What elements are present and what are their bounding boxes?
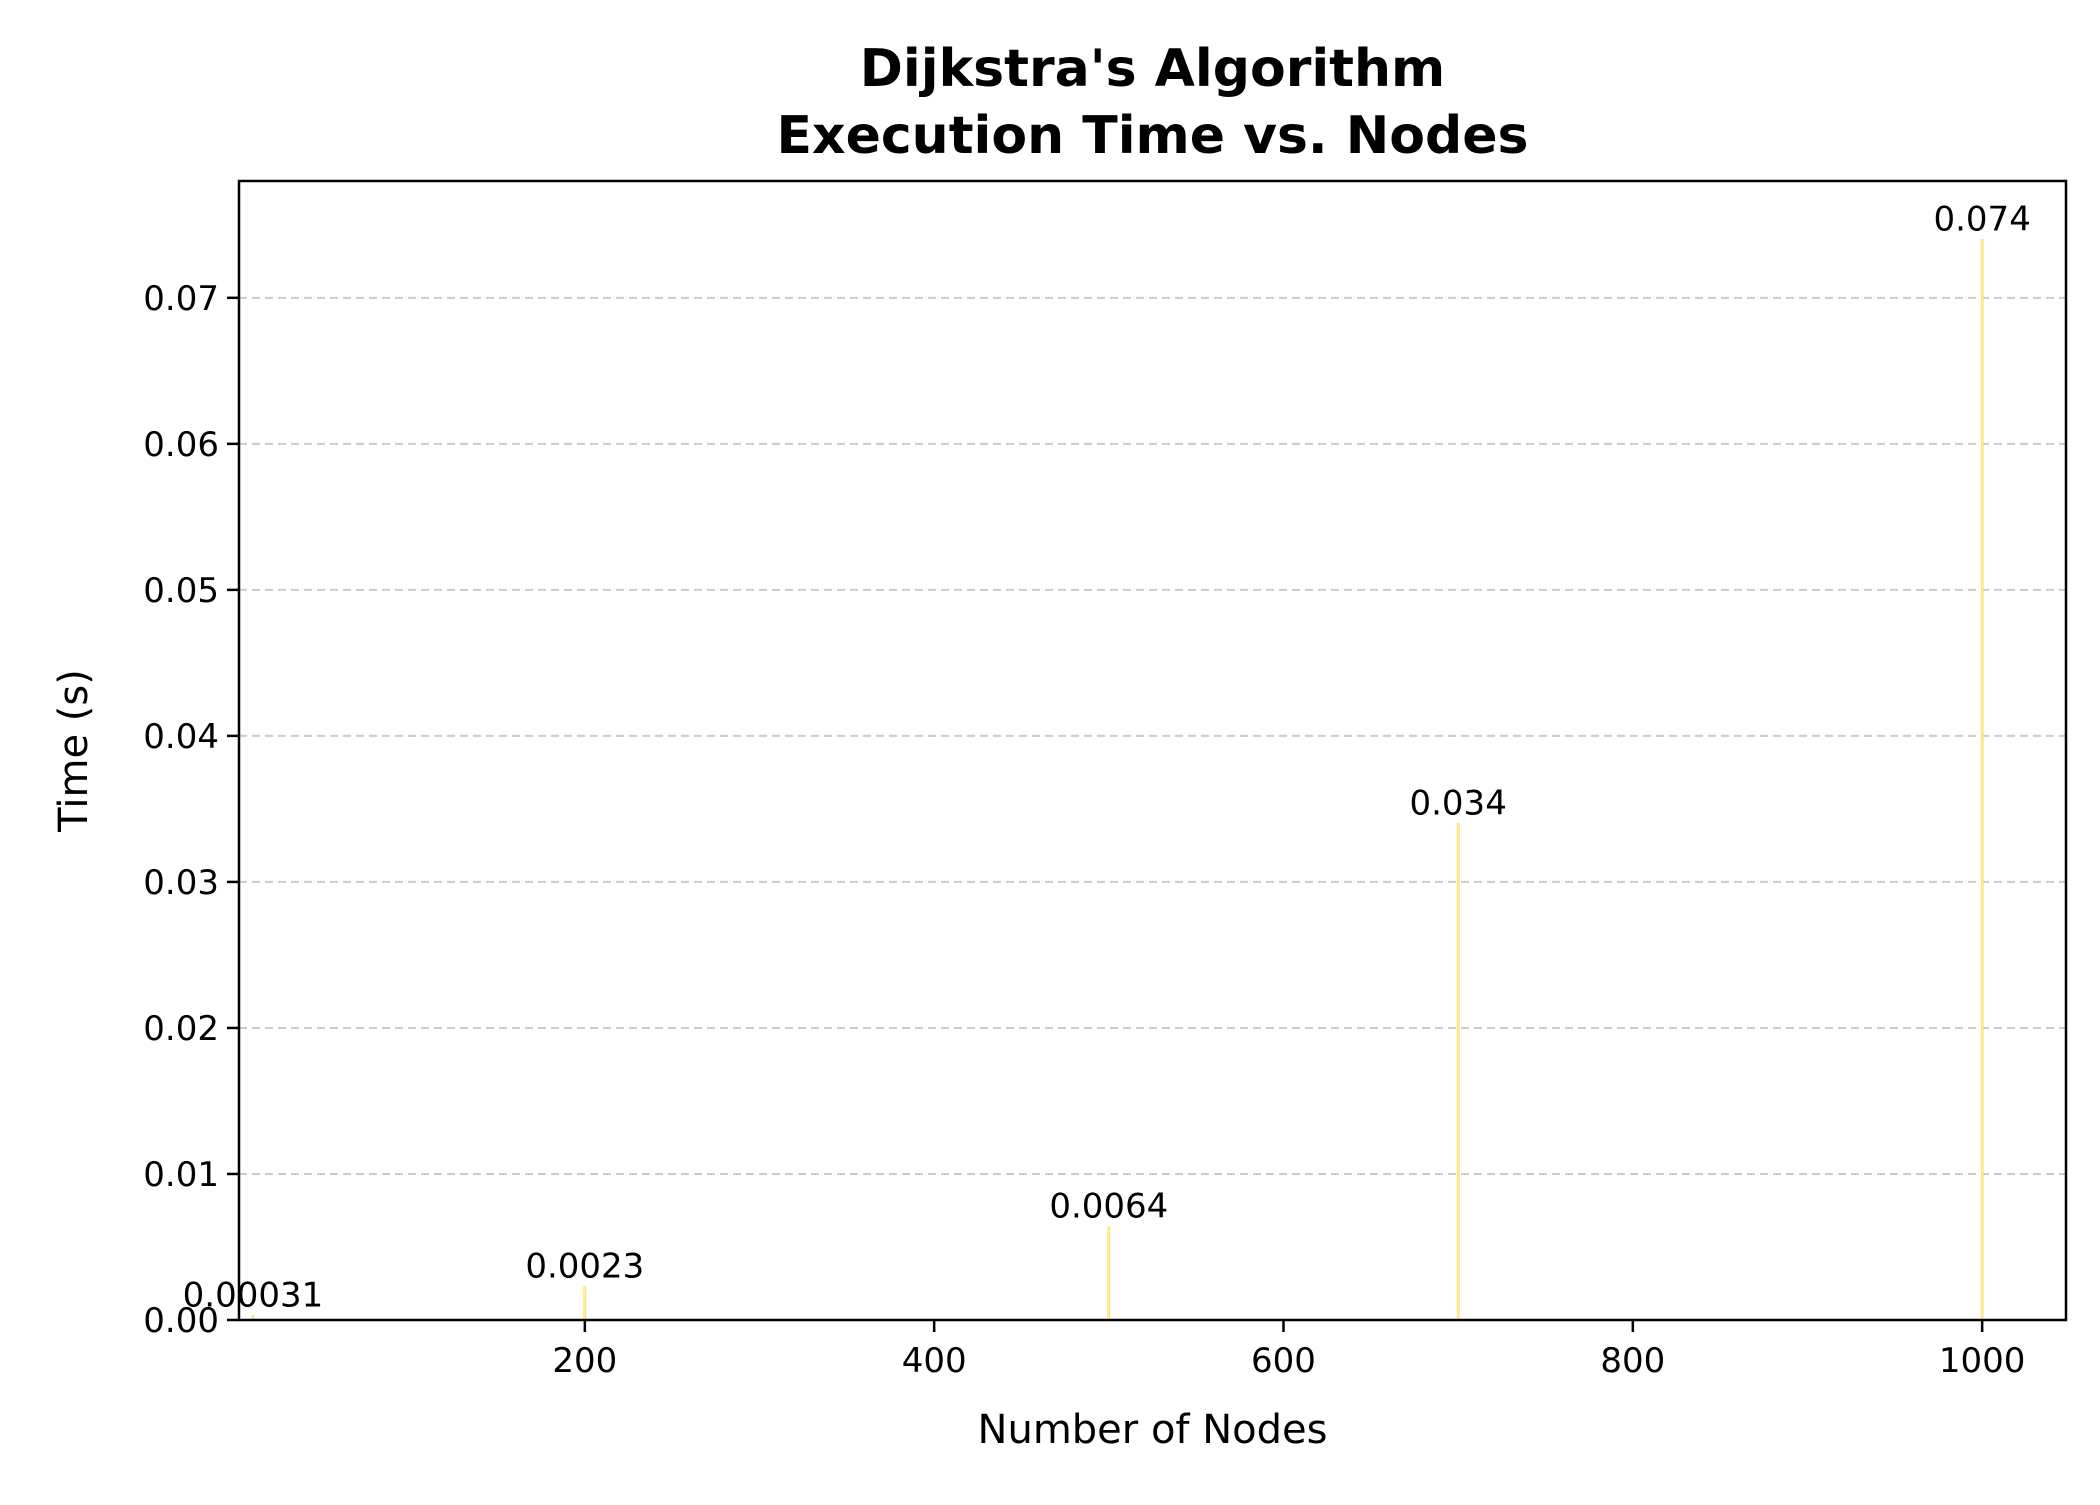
grid-lines — [239, 296, 2066, 1175]
y-tick-label: 0.05 — [143, 571, 219, 611]
x-tick-label: 400 — [902, 1341, 967, 1381]
axis-ticks: 0.00 0.01 0.02 0.03 0.04 0.05 0.06 0.07 200 400 60… — [143, 279, 2025, 1381]
data-label: 0.0023 — [525, 1246, 644, 1286]
x-tick-label: 800 — [1600, 1341, 1665, 1381]
chart-title-line-2: Execution Time vs. Nodes — [777, 106, 1529, 166]
y-tick-label: 0.03 — [143, 863, 219, 903]
bar — [1107, 1226, 1111, 1321]
y-tick-label: 0.07 — [143, 279, 219, 319]
y-tick-label: 0.04 — [143, 717, 219, 757]
plot-frame — [237, 179, 2068, 1322]
x-tick-label: 200 — [552, 1341, 617, 1381]
x-tick-label: 600 — [1251, 1341, 1316, 1381]
data-label: 0.074 — [1933, 199, 2030, 239]
chart-title-line-1: Dijkstra's Algorithm — [860, 39, 1445, 99]
y-tick-label: 0.02 — [143, 1009, 219, 1049]
bar — [583, 1286, 587, 1321]
x-axis-label: Number of Nodes — [978, 1407, 1328, 1453]
bar — [1980, 239, 1984, 1321]
bars — [251, 239, 1984, 1321]
y-tick-label: 0.06 — [143, 425, 219, 465]
y-tick-label: 0.00 — [143, 1301, 219, 1341]
data-labels: 0.00031 0.0023 0.0064 0.034 0.074 — [183, 199, 2031, 1315]
y-tick-label: 0.01 — [143, 1155, 219, 1195]
bar — [1456, 823, 1460, 1321]
data-label: 0.034 — [1409, 784, 1506, 824]
data-label: 0.00031 — [183, 1275, 324, 1315]
data-label: 0.0064 — [1049, 1187, 1168, 1227]
x-tick-label: 1000 — [1939, 1341, 2026, 1381]
y-axis-label: Time (s) — [51, 669, 97, 833]
